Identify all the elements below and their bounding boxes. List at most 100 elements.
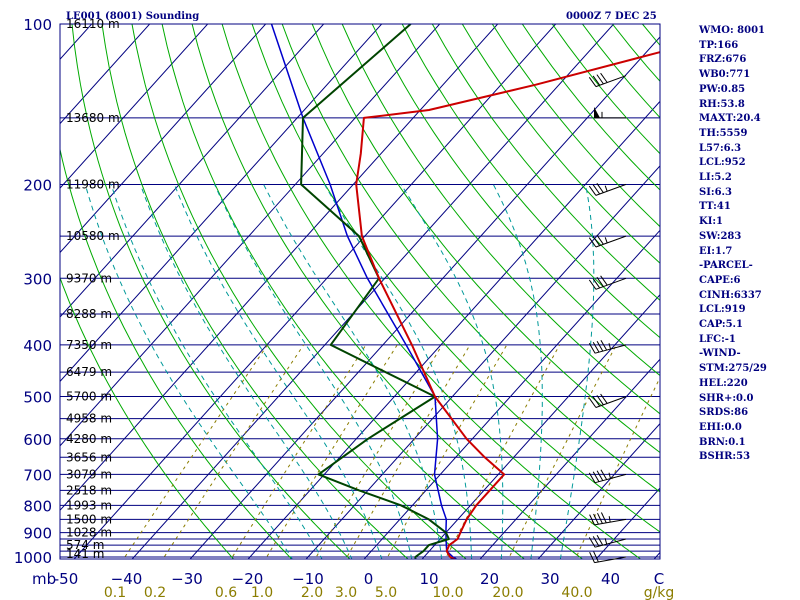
mixing-ratio-line xyxy=(162,344,305,559)
wind-barb xyxy=(588,72,627,88)
index-value: SHR+:0.0 xyxy=(699,392,754,404)
pressure-tick-label: 200 xyxy=(23,176,52,194)
temperature-tick-label: −30 xyxy=(171,570,203,588)
index-value: LFC:-1 xyxy=(699,333,736,345)
mixing-ratio-tick-label: 1.0 xyxy=(251,585,273,600)
height-label: 9370 m xyxy=(66,271,112,285)
dry-adiabat xyxy=(341,24,660,415)
temperature-tick-label: 10 xyxy=(419,570,438,588)
wind-barb xyxy=(589,551,627,564)
mixing-ratio-tick-label: 2.0 xyxy=(301,585,323,600)
wind-barb xyxy=(588,275,627,290)
station-title: LE001 (8001) Sounding xyxy=(66,11,199,22)
x-unit-prefix: mb xyxy=(32,570,56,588)
isotherm xyxy=(363,229,660,559)
parcel-line xyxy=(270,24,458,559)
height-label: 6479 m xyxy=(66,365,112,379)
wind-barb xyxy=(588,393,627,408)
mixing-ratio-tick-label: 0.6 xyxy=(215,585,237,600)
index-value: TH:5559 xyxy=(699,127,748,139)
dry-adiabat xyxy=(101,24,409,559)
mixing-ratio-line xyxy=(264,344,398,559)
height-label: 1993 m xyxy=(66,498,112,512)
index-value: CINH:6337 xyxy=(699,289,762,301)
pressure-tick-label: 400 xyxy=(23,337,52,355)
pressure-tick-label: 700 xyxy=(23,466,52,484)
moist-adiabat xyxy=(492,184,543,559)
dry-adiabat xyxy=(371,24,660,377)
moist-adiabat xyxy=(400,184,504,559)
pressure-tick-label: 1000 xyxy=(14,549,52,567)
height-label: 1500 m xyxy=(66,512,112,526)
dry-adiabat xyxy=(221,24,642,559)
pressure-tick-label: 500 xyxy=(23,389,52,407)
moist-adiabat xyxy=(110,184,323,559)
mixing-ratio-tick-label: 5.0 xyxy=(375,585,397,600)
isotherm xyxy=(537,422,660,559)
temperature-tick-label: 40 xyxy=(601,570,620,588)
dry-adiabat xyxy=(461,24,660,264)
wind-barb xyxy=(589,512,627,526)
dry-adiabat xyxy=(401,24,660,339)
mixing-ratio-tick-label: 0.2 xyxy=(144,585,166,600)
wind-barb xyxy=(588,339,627,354)
temperature-line xyxy=(355,51,660,559)
index-value: STM:275/29 xyxy=(699,363,767,375)
index-value: PW:0.85 xyxy=(699,83,746,95)
isotherm xyxy=(60,24,151,125)
height-label: 141 m xyxy=(66,547,104,561)
dry-adiabat xyxy=(71,24,351,559)
temperature-tick-label: -50 xyxy=(54,570,79,588)
dry-adiabat xyxy=(60,147,293,559)
moist-adiabat xyxy=(559,184,595,559)
index-value: BSHR:53 xyxy=(699,451,751,463)
mixing-ratio-tick-label: 3.0 xyxy=(335,585,357,600)
pressure-tick-label: 600 xyxy=(23,431,52,449)
mixing-ratio-line xyxy=(122,344,268,559)
height-label: 3079 m xyxy=(66,467,112,481)
mixing-ratio-line xyxy=(230,344,367,559)
index-value: SW:283 xyxy=(699,230,742,242)
wind-barb xyxy=(588,535,627,548)
index-value: -WIND- xyxy=(699,348,741,360)
index-value: KI:1 xyxy=(699,216,724,228)
mixing-ratio-line xyxy=(385,344,508,559)
temperature-tick-label: 30 xyxy=(540,570,559,588)
wind-barb xyxy=(588,183,627,196)
mixing-ratio-line xyxy=(345,344,471,559)
isotherm xyxy=(479,358,660,559)
valid-time: 0000Z 7 DEC 25 xyxy=(566,11,657,22)
dry-adiabat xyxy=(60,276,235,559)
index-value: RH:53.8 xyxy=(699,98,745,110)
isotherm xyxy=(189,36,660,559)
pressure-tick-label: 300 xyxy=(23,270,52,288)
height-label: 7350 m xyxy=(66,338,112,352)
index-value: MAXT:20.4 xyxy=(699,113,761,125)
height-label: 13680 m xyxy=(66,111,120,125)
temperature-tick-label: −40 xyxy=(111,570,143,588)
index-value: TP:166 xyxy=(699,39,739,51)
height-label: 2518 m xyxy=(66,483,112,497)
index-value: HEL:220 xyxy=(699,377,748,389)
mixing-ratio-line xyxy=(314,344,443,559)
height-label: 10580 m xyxy=(66,229,120,243)
mixing-ratio-tick-label: 10.0 xyxy=(432,585,463,600)
isotherm xyxy=(60,24,325,318)
mixing-ratio-tick-label: 40.0 xyxy=(561,585,592,600)
plot-frame xyxy=(59,23,661,560)
moist-adiabat xyxy=(140,184,353,559)
indices-panel: WMO: 8001 TP:166 FRZ:676 WB0:771 PW:0.85 RH:5… xyxy=(699,24,799,465)
index-value: EHI:0.0 xyxy=(699,421,742,433)
index-value: FRZ:676 xyxy=(699,54,747,66)
isotherm xyxy=(60,24,209,189)
index-value: SI:6.3 xyxy=(699,186,732,198)
index-value: EI:1.7 xyxy=(699,245,733,257)
height-label: 3656 m xyxy=(66,450,112,464)
index-value: LCL:952 xyxy=(699,157,746,169)
moist-adiabat xyxy=(324,184,473,559)
height-label: 16110 m xyxy=(66,17,120,31)
index-value: CAP:5.1 xyxy=(699,319,743,331)
isotherm xyxy=(60,24,499,512)
dry-adiabat xyxy=(431,24,660,301)
